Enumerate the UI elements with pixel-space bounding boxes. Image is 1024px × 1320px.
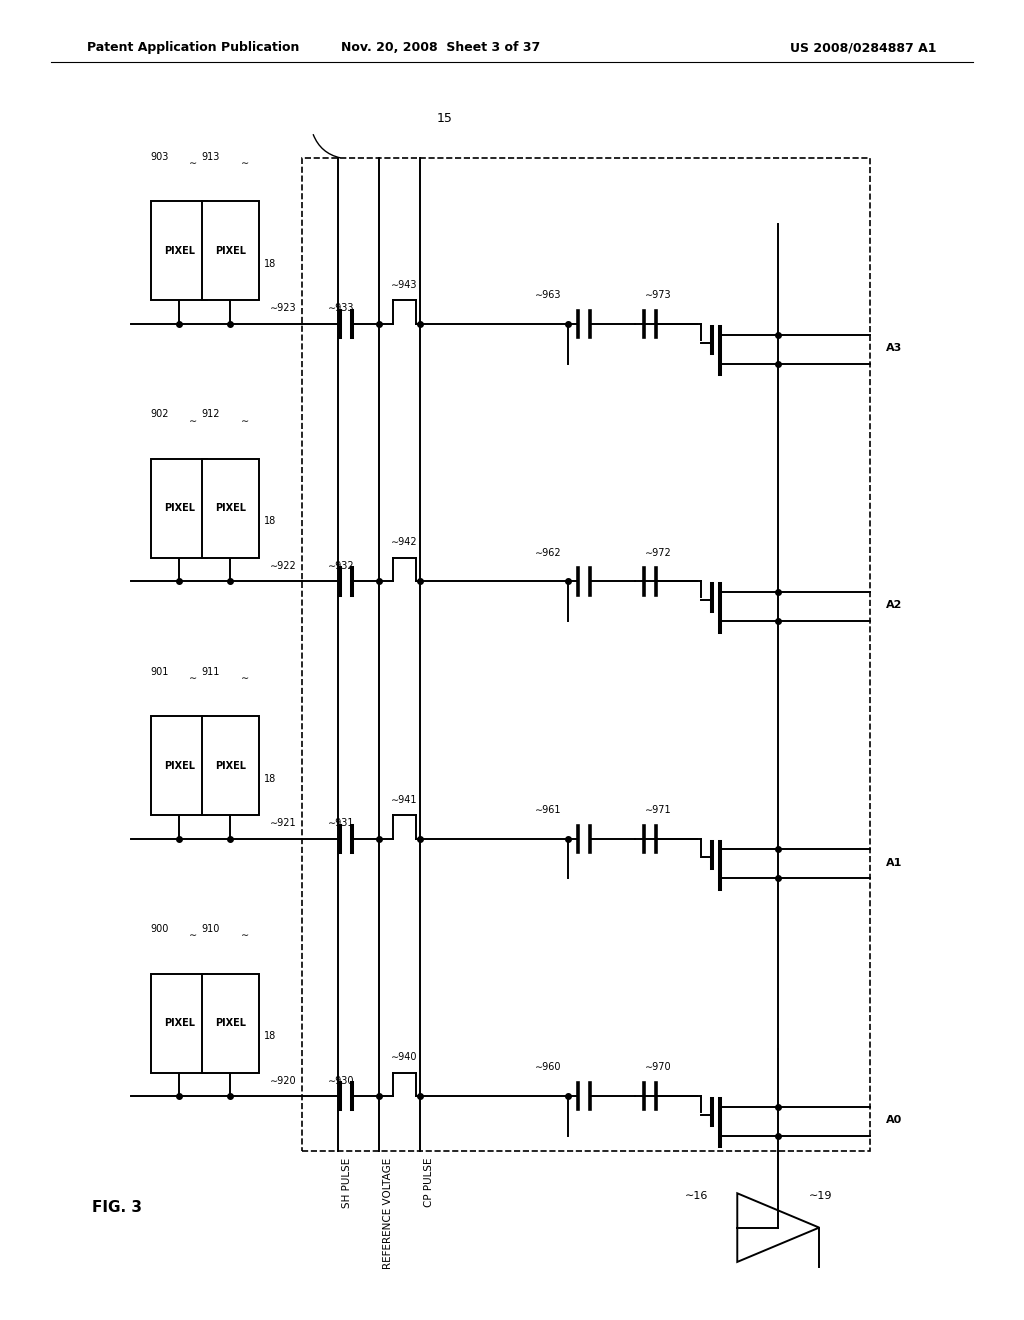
Text: ∼941: ∼941 bbox=[391, 795, 418, 804]
Text: ∼931: ∼931 bbox=[328, 818, 354, 829]
Text: ∼972: ∼972 bbox=[645, 548, 672, 557]
Text: ∼930: ∼930 bbox=[328, 1076, 354, 1085]
Text: 902: 902 bbox=[151, 409, 169, 420]
Text: REFERENCE VOLTAGE: REFERENCE VOLTAGE bbox=[383, 1158, 393, 1269]
Text: ∼933: ∼933 bbox=[328, 304, 354, 313]
Bar bbox=[203, 459, 258, 557]
Text: 900: 900 bbox=[151, 924, 169, 935]
Text: 18: 18 bbox=[264, 774, 275, 784]
Text: ∼: ∼ bbox=[189, 158, 198, 168]
Text: PIXEL: PIXEL bbox=[164, 1018, 195, 1028]
Text: ∼920: ∼920 bbox=[270, 1076, 297, 1085]
Text: A2: A2 bbox=[886, 601, 902, 610]
Bar bbox=[302, 158, 870, 1151]
Text: PIXEL: PIXEL bbox=[215, 760, 246, 771]
Text: 15: 15 bbox=[436, 112, 453, 125]
Text: 910: 910 bbox=[202, 924, 220, 935]
Text: PIXEL: PIXEL bbox=[164, 760, 195, 771]
Text: ∼: ∼ bbox=[189, 416, 198, 425]
Text: PIXEL: PIXEL bbox=[164, 246, 195, 256]
Text: ∼932: ∼932 bbox=[328, 561, 354, 570]
Text: SH PULSE: SH PULSE bbox=[342, 1158, 352, 1208]
Bar bbox=[203, 201, 258, 300]
Bar bbox=[152, 974, 207, 1072]
Text: ∼19: ∼19 bbox=[809, 1191, 833, 1201]
Text: 903: 903 bbox=[151, 152, 169, 161]
Text: Patent Application Publication: Patent Application Publication bbox=[87, 41, 299, 54]
Text: ∼922: ∼922 bbox=[270, 561, 297, 570]
Text: ∼16: ∼16 bbox=[685, 1191, 708, 1201]
Text: 18: 18 bbox=[264, 516, 275, 527]
Bar bbox=[152, 201, 207, 300]
Text: Nov. 20, 2008  Sheet 3 of 37: Nov. 20, 2008 Sheet 3 of 37 bbox=[341, 41, 540, 54]
Text: PIXEL: PIXEL bbox=[215, 503, 246, 513]
Text: A3: A3 bbox=[886, 343, 902, 352]
Text: ∼963: ∼963 bbox=[535, 290, 561, 300]
Text: 18: 18 bbox=[264, 1031, 275, 1041]
Text: 901: 901 bbox=[151, 667, 169, 677]
Text: CP PULSE: CP PULSE bbox=[424, 1158, 434, 1206]
Bar bbox=[203, 715, 258, 814]
Bar bbox=[152, 459, 207, 557]
Text: ∼970: ∼970 bbox=[645, 1063, 672, 1072]
Text: A0: A0 bbox=[886, 1115, 902, 1125]
Text: ∼: ∼ bbox=[241, 673, 249, 684]
Text: 18: 18 bbox=[264, 259, 275, 269]
Text: ∼943: ∼943 bbox=[391, 280, 418, 289]
Text: ∼: ∼ bbox=[241, 931, 249, 940]
Bar bbox=[203, 974, 258, 1072]
Text: 911: 911 bbox=[202, 667, 220, 677]
Text: A1: A1 bbox=[886, 858, 902, 867]
Text: ∼940: ∼940 bbox=[391, 1052, 418, 1061]
Text: ∼: ∼ bbox=[241, 158, 249, 168]
Text: PIXEL: PIXEL bbox=[215, 1018, 246, 1028]
Text: PIXEL: PIXEL bbox=[215, 246, 246, 256]
Text: ∼: ∼ bbox=[189, 931, 198, 940]
Text: US 2008/0284887 A1: US 2008/0284887 A1 bbox=[791, 41, 937, 54]
Text: ∼973: ∼973 bbox=[645, 290, 672, 300]
Text: FIG. 3: FIG. 3 bbox=[92, 1200, 142, 1216]
Text: ∼971: ∼971 bbox=[645, 805, 672, 814]
Text: ∼: ∼ bbox=[241, 416, 249, 425]
Text: PIXEL: PIXEL bbox=[164, 503, 195, 513]
Text: ∼961: ∼961 bbox=[535, 805, 561, 814]
Text: ∼962: ∼962 bbox=[535, 548, 561, 557]
Text: ∼923: ∼923 bbox=[270, 304, 297, 313]
Text: 913: 913 bbox=[202, 152, 220, 161]
Text: ∼: ∼ bbox=[189, 673, 198, 684]
Text: 912: 912 bbox=[202, 409, 220, 420]
Bar bbox=[152, 715, 207, 814]
Text: ∼921: ∼921 bbox=[270, 818, 297, 829]
Text: ∼960: ∼960 bbox=[535, 1063, 561, 1072]
Text: ∼942: ∼942 bbox=[391, 537, 418, 546]
